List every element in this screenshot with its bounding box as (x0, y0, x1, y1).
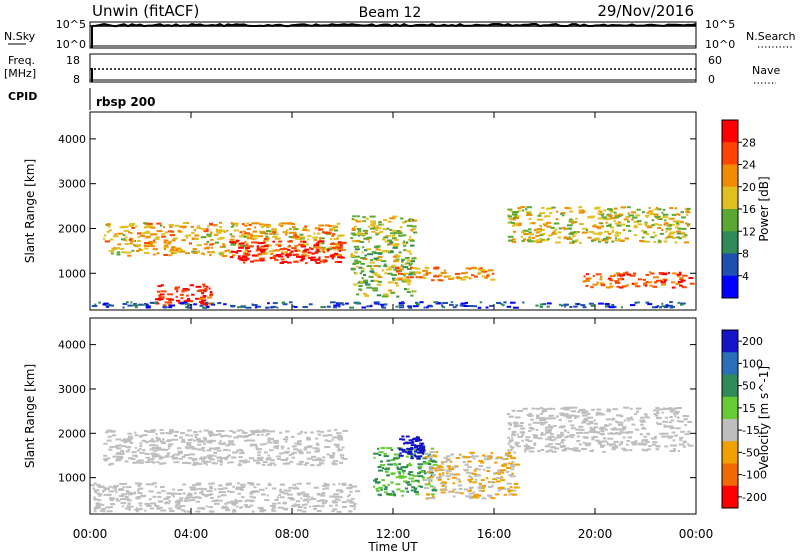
colorbar-segment (722, 485, 738, 509)
freq-tick-high: 18 (66, 54, 80, 67)
figure-title: Unwin (fitACF) (92, 2, 199, 20)
y-tick-label: 3000 (58, 383, 86, 396)
colorbar-segment (722, 441, 738, 464)
colorbar-segment (722, 209, 738, 232)
heatmap-region (423, 451, 520, 500)
colorbar-tick-label: -200 (742, 491, 767, 504)
heatmap-region (398, 435, 426, 460)
freq-panel: Freq. [MHz] 18 8 60 0 Nave (4, 53, 780, 86)
heatmap-region (350, 215, 418, 298)
y-tick-label: 4000 (58, 339, 86, 352)
colorbar-tick-label: 200 (742, 335, 763, 348)
colorbar-tick-label: 8 (742, 248, 749, 261)
colorbar-segment (722, 164, 738, 188)
freq-label: Freq. (8, 54, 35, 67)
date-label: 29/Nov/2016 (597, 2, 694, 20)
colorbar-segment (722, 142, 738, 165)
colorbar-segment (722, 231, 738, 254)
x-tick-label: 16:00 (477, 527, 512, 541)
colorbar-tick-label: 24 (742, 159, 756, 172)
power-x-ticks (89, 112, 697, 310)
heatmap-region (103, 428, 348, 467)
colorbar-tick-label: -100 (742, 469, 767, 482)
power-y-axis: 1000 2000 3000 4000 (58, 133, 696, 280)
cpid-value: rbsp 200 (96, 95, 155, 109)
velocity-panel: 1000 2000 3000 4000 00:00 04:00 08:00 12:00 16:… (23, 317, 714, 554)
heatmap-region (394, 266, 496, 282)
colorbar-segment (722, 330, 738, 353)
colorbar-segment (722, 253, 738, 277)
colorbar-segment (722, 396, 738, 420)
count-tick-right-low: 10^0 (705, 38, 735, 51)
colorbar-tick-label: 100 (742, 357, 763, 370)
count-tick-left-high: 10^5 (56, 18, 86, 31)
heatmap-region (507, 206, 691, 244)
beam-label: Beam 12 (359, 5, 422, 21)
colorbar-segment (722, 374, 738, 398)
velocity-x-axis: 00:00 04:00 08:00 12:00 16:00 20:00 00:00 (73, 318, 714, 541)
power-colorbar-label: Power [dB] (757, 176, 771, 241)
colorbar-segment (722, 463, 738, 487)
power-panel: 1000 2000 3000 4000 Slant Range [km] (23, 111, 697, 311)
colorbar-tick-label: 12 (742, 225, 756, 238)
heatmap-region (103, 221, 346, 257)
power-y-axis-label: Slant Range [km] (23, 159, 37, 263)
velocity-colorbar: 200 100 50 15 -15 -50 -100 -200 Velocity [m s^-… (721, 329, 771, 509)
colorbar-segment (722, 419, 738, 442)
freq-unit: [MHz] (4, 67, 36, 80)
nave-label: Nave (752, 64, 780, 77)
count-tick-left-low: 10^0 (56, 38, 86, 51)
x-tick-label: 12:00 (376, 527, 411, 541)
count-panel: N.Sky 10^5 10^0 10^5 10^0 N.Search (4, 18, 796, 51)
heatmap-region (90, 482, 361, 513)
colorbar-segment (722, 120, 738, 143)
y-tick-label: 2000 (58, 222, 86, 235)
colorbar-tick-label: -50 (742, 446, 760, 459)
velocity-colorbar-label: Velocity [m s^-1] (757, 366, 771, 470)
count-tick-right-high: 10^5 (705, 18, 735, 31)
y-tick-label: 2000 (58, 427, 86, 440)
colorbar-segment (722, 352, 738, 375)
power-heatmap (91, 206, 695, 309)
y-tick-label: 3000 (58, 178, 86, 191)
x-tick-label: 00:00 (679, 527, 714, 541)
velocity-y-axis: 1000 2000 3000 4000 (58, 339, 696, 485)
y-tick-label: 1000 (58, 472, 86, 485)
colorbar-tick-label: 15 (742, 402, 756, 415)
colorbar-tick-label: 16 (742, 203, 756, 216)
velocity-y-axis-label: Slant Range [km] (23, 364, 37, 468)
power-colorbar: 4 8 12 16 20 24 28 Power [dB] (721, 119, 771, 299)
colorbar-segment (722, 275, 738, 299)
y-tick-label: 4000 (58, 133, 86, 146)
x-tick-label: 20:00 (578, 527, 613, 541)
colorbar-segment (722, 186, 738, 210)
nsearch-label: N.Search (746, 30, 796, 43)
nave-tick-high: 60 (708, 54, 722, 67)
heatmap-region (506, 406, 694, 453)
cpid-label: CPID (8, 90, 37, 103)
y-tick-label: 1000 (58, 267, 86, 280)
x-tick-label: 04:00 (174, 527, 209, 541)
freq-tick-low: 8 (73, 73, 80, 86)
heatmap-region (582, 271, 695, 289)
colorbar-tick-label: 28 (742, 136, 756, 149)
heatmap-region (229, 239, 347, 265)
x-tick-label: 00:00 (73, 527, 108, 541)
colorbar-tick-label: -15 (742, 424, 760, 437)
x-axis-label: Time UT (367, 540, 418, 554)
velocity-heatmap (90, 406, 694, 513)
heatmap-region (91, 301, 686, 309)
nsky-label: N.Sky (4, 30, 36, 43)
colorbar-tick-label: 4 (742, 270, 749, 283)
x-tick-label: 08:00 (275, 527, 310, 541)
nave-tick-low: 0 (708, 73, 715, 86)
colorbar-tick-label: 20 (742, 181, 756, 194)
colorbar-tick-label: 50 (742, 380, 756, 393)
